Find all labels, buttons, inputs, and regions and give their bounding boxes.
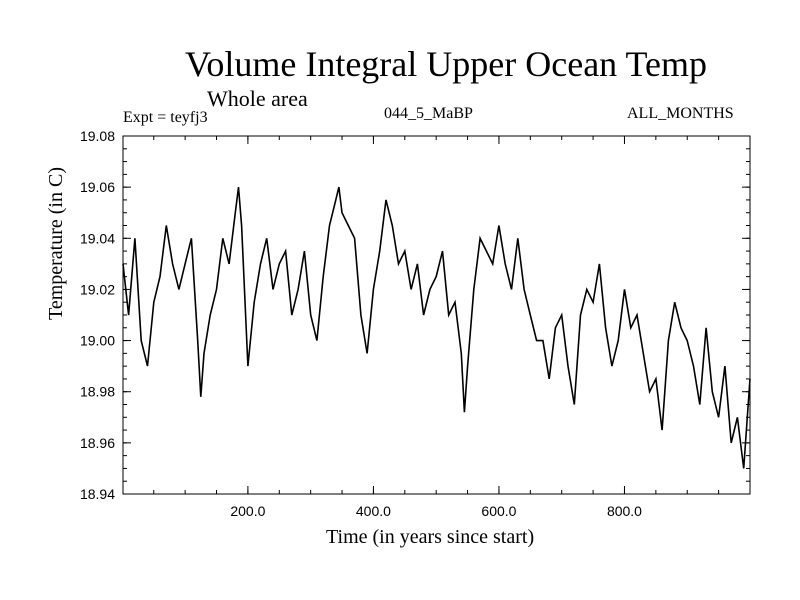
y-tick-label: 19.04 bbox=[80, 230, 115, 246]
y-tick-label: 18.98 bbox=[80, 384, 115, 400]
tick-marks bbox=[123, 135, 750, 495]
plot-frame bbox=[122, 135, 751, 495]
chart-subtitle: Whole area bbox=[207, 86, 308, 111]
months-label: ALL_MONTHS bbox=[627, 105, 734, 122]
x-tick-label: 400.0 bbox=[356, 503, 391, 519]
x-tick-label: 600.0 bbox=[481, 503, 516, 519]
x-tick-label: 800.0 bbox=[607, 503, 642, 519]
y-axis-label: Temperature (in C) bbox=[45, 167, 67, 320]
experiment-label: Expt = teyfj3 bbox=[123, 109, 208, 126]
y-tick-label: 19.08 bbox=[80, 128, 115, 144]
x-tick-label: 200.0 bbox=[230, 503, 265, 519]
temperature-line bbox=[122, 186, 751, 469]
run-name-label: 044_5_MaBP bbox=[384, 105, 473, 122]
x-axis-label: Time (in years since start) bbox=[326, 526, 535, 548]
y-tick-label: 19.00 bbox=[80, 333, 115, 349]
chart-title: Volume Integral Upper Ocean Temp bbox=[185, 44, 707, 84]
y-tick-label: 19.02 bbox=[80, 281, 115, 297]
tick-labels: 18.94 18.96 18.98 19.00 19.02 19.04 19.06 19.08… bbox=[80, 128, 642, 519]
y-tick-label: 18.96 bbox=[80, 435, 115, 451]
y-tick-label: 19.06 bbox=[80, 179, 115, 195]
y-tick-label: 18.94 bbox=[80, 486, 115, 502]
